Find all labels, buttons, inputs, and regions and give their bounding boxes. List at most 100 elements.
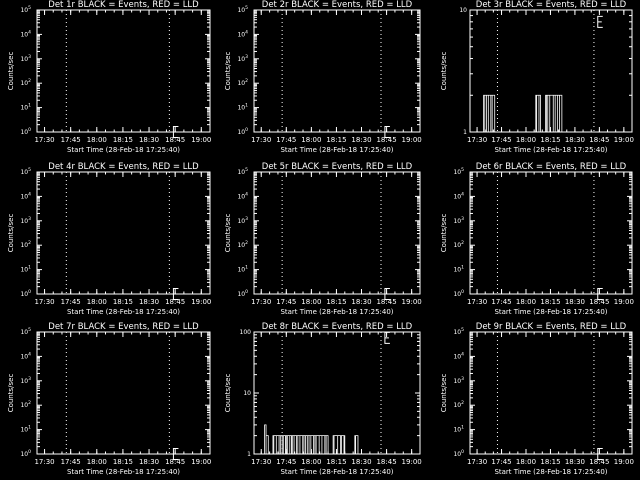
- y-tick-label: 10: [459, 7, 467, 14]
- x-tick-label: 18:30: [565, 136, 585, 144]
- y-tick-base: 10: [20, 56, 28, 63]
- y-tick-label: 100: [20, 449, 31, 458]
- x-axis-label: Start Time (28-Feb-18 17:25:40): [280, 468, 393, 476]
- plot-title: Det 3r BLACK = Events, RED = LLD: [476, 0, 627, 10]
- plot-title: Det 7r BLACK = Events, RED = LLD: [48, 322, 199, 332]
- panel-8r: Det 8r BLACK = Events, RED = LLD Counts/s…: [224, 322, 422, 476]
- y-tick-base: 10: [237, 105, 245, 112]
- x-tick-label: 18:15: [540, 458, 560, 466]
- x-tick-label: 18:00: [87, 298, 107, 306]
- x-tick-label: 18:15: [326, 298, 346, 306]
- y-tick-base: 10: [20, 105, 28, 112]
- y-tick-base: 10: [237, 129, 245, 136]
- e-marker: [597, 448, 603, 460]
- panel-1r: Det 1r BLACK = Events, RED = LLD Counts/s…: [7, 0, 211, 154]
- x-axis-label: Start Time (28-Feb-18 17:25:40): [494, 146, 607, 154]
- y-tick-exponent: 5: [245, 5, 248, 11]
- x-tick-label: 18:30: [139, 298, 159, 306]
- y-tick-label: 101: [20, 103, 31, 112]
- x-tick-label: 19:00: [402, 298, 422, 306]
- y-tick-label: 104: [453, 351, 464, 360]
- y-tick-base: 10: [237, 31, 245, 38]
- x-tick-label: 17:45: [491, 298, 511, 306]
- x-tick-label: 18:30: [139, 136, 159, 144]
- x-tick-label: 19:00: [402, 458, 422, 466]
- y-tick-base: 10: [20, 402, 28, 409]
- x-axis-label: Start Time (28-Feb-18 17:25:40): [280, 308, 393, 316]
- y-tick-label: 105: [453, 167, 464, 176]
- y-tick-exponent: 3: [28, 216, 31, 222]
- e-marker: [172, 448, 179, 460]
- y-tick-base: 10: [237, 80, 245, 87]
- y-tick-base: 10: [237, 169, 245, 176]
- y-tick-base: 10: [20, 267, 28, 274]
- e-marker: [597, 15, 603, 28]
- y-tick-label: 100: [453, 449, 464, 458]
- x-tick-label: 19:00: [614, 458, 634, 466]
- y-tick-base: 10: [453, 193, 461, 200]
- y-tick-exponent: 1: [28, 425, 31, 431]
- y-tick-label: 104: [20, 191, 31, 200]
- y-tick-label: 102: [453, 400, 464, 409]
- x-tick-label: 19:00: [191, 136, 211, 144]
- x-tick-label: 17:30: [467, 458, 487, 466]
- x-tick-label: 17:30: [467, 298, 487, 306]
- panel-9r: Det 9r BLACK = Events, RED = LLD Counts/s…: [440, 322, 634, 476]
- x-tick-label: 18:00: [301, 298, 321, 306]
- y-tick-exponent: 0: [245, 127, 248, 133]
- plot-title: Det 5r BLACK = Events, RED = LLD: [262, 162, 413, 172]
- x-tick-label: 18:30: [351, 136, 371, 144]
- y-tick-label: 103: [20, 216, 31, 225]
- y-axis-label: Counts/sec: [440, 52, 448, 91]
- y-axis-label: Counts/sec: [7, 374, 15, 413]
- y-tick-label: 105: [453, 327, 464, 336]
- plot-frame: [253, 9, 421, 133]
- x-tick-label: 18:30: [565, 458, 585, 466]
- x-tick-label: 18:00: [516, 458, 536, 466]
- x-tick-label: 19:00: [614, 136, 634, 144]
- e-marker: [384, 126, 390, 138]
- y-tick-label: 102: [237, 240, 248, 249]
- y-tick-base: 10: [453, 353, 461, 360]
- y-tick-label: 104: [20, 29, 31, 38]
- y-tick-exponent: 3: [461, 376, 464, 382]
- x-tick-label: 18:00: [516, 298, 536, 306]
- x-tick-label: 17:45: [61, 136, 81, 144]
- x-tick-label: 18:30: [139, 458, 159, 466]
- y-tick-exponent: 0: [28, 449, 31, 455]
- panel-7r: Det 7r BLACK = Events, RED = LLD Counts/s…: [7, 322, 211, 476]
- y-tick-exponent: 1: [28, 103, 31, 109]
- x-tick-label: 18:00: [87, 136, 107, 144]
- y-tick-exponent: 2: [28, 78, 31, 84]
- y-tick-base: 10: [237, 242, 245, 249]
- y-tick-label: 103: [453, 216, 464, 225]
- y-tick-label: 101: [237, 103, 248, 112]
- y-tick-exponent: 5: [461, 327, 464, 333]
- y-tick-label: 100: [453, 289, 464, 298]
- y-tick-exponent: 4: [461, 351, 464, 357]
- y-tick-base: 10: [237, 218, 245, 225]
- x-tick-label: 18:15: [113, 458, 133, 466]
- y-tick-exponent: 4: [28, 351, 31, 357]
- x-tick-label: 18:45: [589, 298, 609, 306]
- y-tick-label: 104: [453, 191, 464, 200]
- y-axis-label: Counts/sec: [224, 52, 232, 91]
- x-tick-label: 17:30: [251, 298, 271, 306]
- plot-frame: [469, 171, 633, 295]
- x-tick-label: 19:00: [614, 298, 634, 306]
- panel-3r: Det 3r BLACK = Events, RED = LLD Counts/s…: [440, 0, 634, 154]
- y-tick-exponent: 3: [28, 54, 31, 60]
- y-axis-label: Counts/sec: [440, 214, 448, 253]
- y-tick-base: 10: [20, 129, 28, 136]
- e-marker: [172, 288, 179, 300]
- y-tick-base: 10: [20, 242, 28, 249]
- y-tick-exponent: 1: [461, 265, 464, 271]
- y-tick-exponent: 3: [461, 216, 464, 222]
- x-tick-label: 18:15: [326, 136, 346, 144]
- y-tick-exponent: 2: [28, 240, 31, 246]
- y-tick-exponent: 5: [461, 167, 464, 173]
- x-tick-label: 18:00: [301, 458, 321, 466]
- x-tick-label: 18:15: [326, 458, 346, 466]
- x-tick-label: 18:45: [165, 458, 185, 466]
- y-tick-label: 100: [237, 289, 248, 298]
